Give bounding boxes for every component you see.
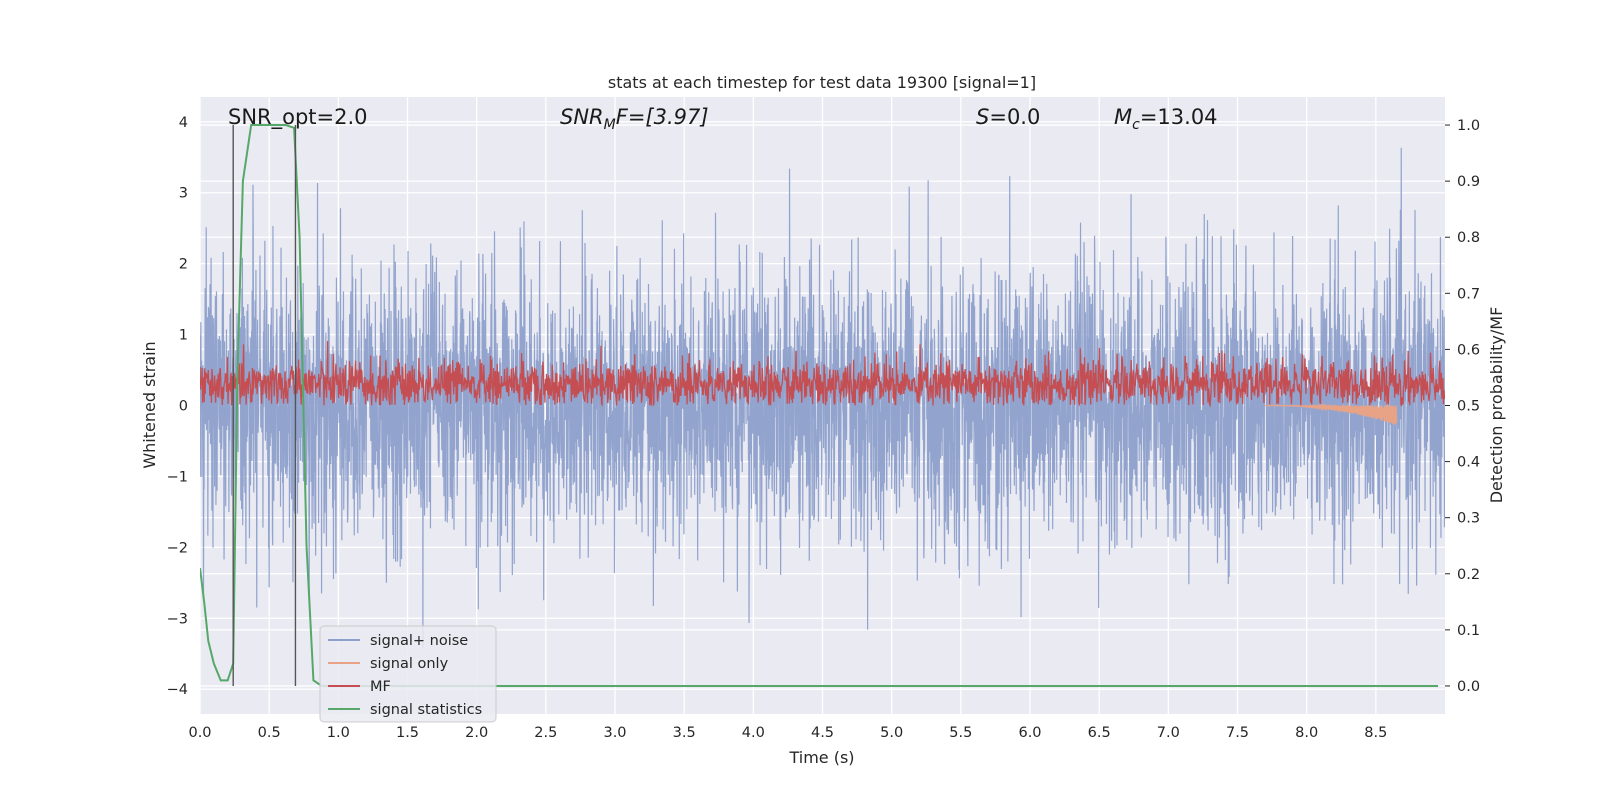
y-right-tick-label: 0.3 <box>1457 511 1480 527</box>
y-left-tick-label: 4 <box>179 115 188 131</box>
x-tick-label: 1.0 <box>327 725 350 741</box>
x-tick-label: 3.5 <box>673 725 696 741</box>
legend: signal+ noise signal only MF signal stat… <box>319 625 497 723</box>
annotation-mc-main: M <box>1114 105 1132 129</box>
x-tick-label: 4.5 <box>811 725 834 741</box>
y-left-tick-label: 1 <box>179 328 188 344</box>
y-left-tick-label: −1 <box>167 469 188 485</box>
annotation-mc: Mc=13.04 <box>1114 105 1218 133</box>
y-left-axis-ticks: 4 3 2 1 0 −1 −2 −3 −4 <box>167 115 188 698</box>
x-tick-label: 7.5 <box>1226 725 1249 741</box>
y-left-tick-label: −4 <box>167 682 188 698</box>
y-left-tick-label: −2 <box>167 540 188 556</box>
y-right-tick-label: 1.0 <box>1457 118 1480 134</box>
x-tick-label: 2.5 <box>534 725 557 741</box>
x-tick-label: 6.5 <box>1088 725 1111 741</box>
x-tick-label: 2.0 <box>465 725 488 741</box>
annotation-s-tail: =0.0 <box>989 105 1040 129</box>
y-left-tick-label: 2 <box>179 257 188 273</box>
annotation-snr-opt: SNR_opt=2.0 <box>228 105 368 130</box>
x-tick-label: 8.5 <box>1364 725 1387 741</box>
y-right-tick-label: 0.7 <box>1457 286 1480 302</box>
annotation-s: S=0.0 <box>976 105 1040 129</box>
annotation-snr-mf-tail: F=[3.97] <box>616 105 709 129</box>
annotation-snr-mf-sub: M <box>604 117 616 133</box>
y-left-tick-label: 0 <box>179 399 188 415</box>
series-signal-statistics <box>200 124 1439 687</box>
x-tick-label: 7.0 <box>1157 725 1180 741</box>
x-axis-label: Time (s) <box>788 748 854 767</box>
y-right-tick-label: 0.9 <box>1457 174 1480 190</box>
annotation-snr-mf-main: SNR <box>560 105 604 129</box>
x-tick-label: 6.0 <box>1018 725 1041 741</box>
annotation-s-main: S <box>976 105 989 129</box>
y-right-tick-label: 0.4 <box>1457 455 1480 471</box>
y-right-tick-label: 0.2 <box>1457 567 1480 583</box>
x-tick-label: 0.0 <box>188 725 211 741</box>
legend-box <box>319 625 497 723</box>
y-right-tick-label: 0.0 <box>1457 679 1480 695</box>
chart-title: stats at each timestep for test data 193… <box>608 73 1036 92</box>
legend-label-signal-only: signal only <box>370 656 449 672</box>
x-tick-label: 4.0 <box>742 725 765 741</box>
series-signal-only <box>1265 402 1398 425</box>
x-tick-label: 0.5 <box>258 725 281 741</box>
annotation-mc-sub: c <box>1132 117 1140 133</box>
x-tick-label: 5.0 <box>880 725 903 741</box>
x-tick-label: 5.5 <box>949 725 972 741</box>
y-right-tick-label: 0.5 <box>1457 399 1480 415</box>
vertical-markers <box>232 125 297 686</box>
x-tick-label: 8.0 <box>1295 725 1318 741</box>
y-left-tick-label: −3 <box>167 611 188 627</box>
y-left-axis-label: Whitened strain <box>140 341 159 468</box>
y-right-axis-ticks: 1.0 0.9 0.8 0.7 0.6 0.5 0.4 0.3 0.2 0.1 0.0 <box>1445 118 1480 695</box>
x-axis-ticks: 0.0 0.5 1.0 1.5 2.0 2.5 3.0 3.5 4.0 4.5 5.0 5.5 6.0 6… <box>188 725 1387 741</box>
y-right-tick-label: 0.6 <box>1457 342 1480 358</box>
x-tick-label: 1.5 <box>396 725 419 741</box>
annotation-mc-tail: =13.04 <box>1140 105 1218 129</box>
legend-label-mf: MF <box>370 679 391 695</box>
y-left-tick-label: 3 <box>179 186 188 202</box>
y-right-axis-label: Detection probability/MF <box>1487 307 1506 504</box>
legend-label-signal-statistics: signal statistics <box>370 702 482 718</box>
series-mf <box>200 341 1445 408</box>
y-right-tick-label: 0.1 <box>1457 623 1480 639</box>
series-layer <box>200 124 1445 687</box>
annotation-snr-mf: SNRMF=[3.97] <box>560 105 709 133</box>
legend-label-signal-noise: signal+ noise <box>370 633 468 649</box>
y-right-tick-label: 0.8 <box>1457 230 1480 246</box>
x-tick-label: 3.0 <box>603 725 626 741</box>
